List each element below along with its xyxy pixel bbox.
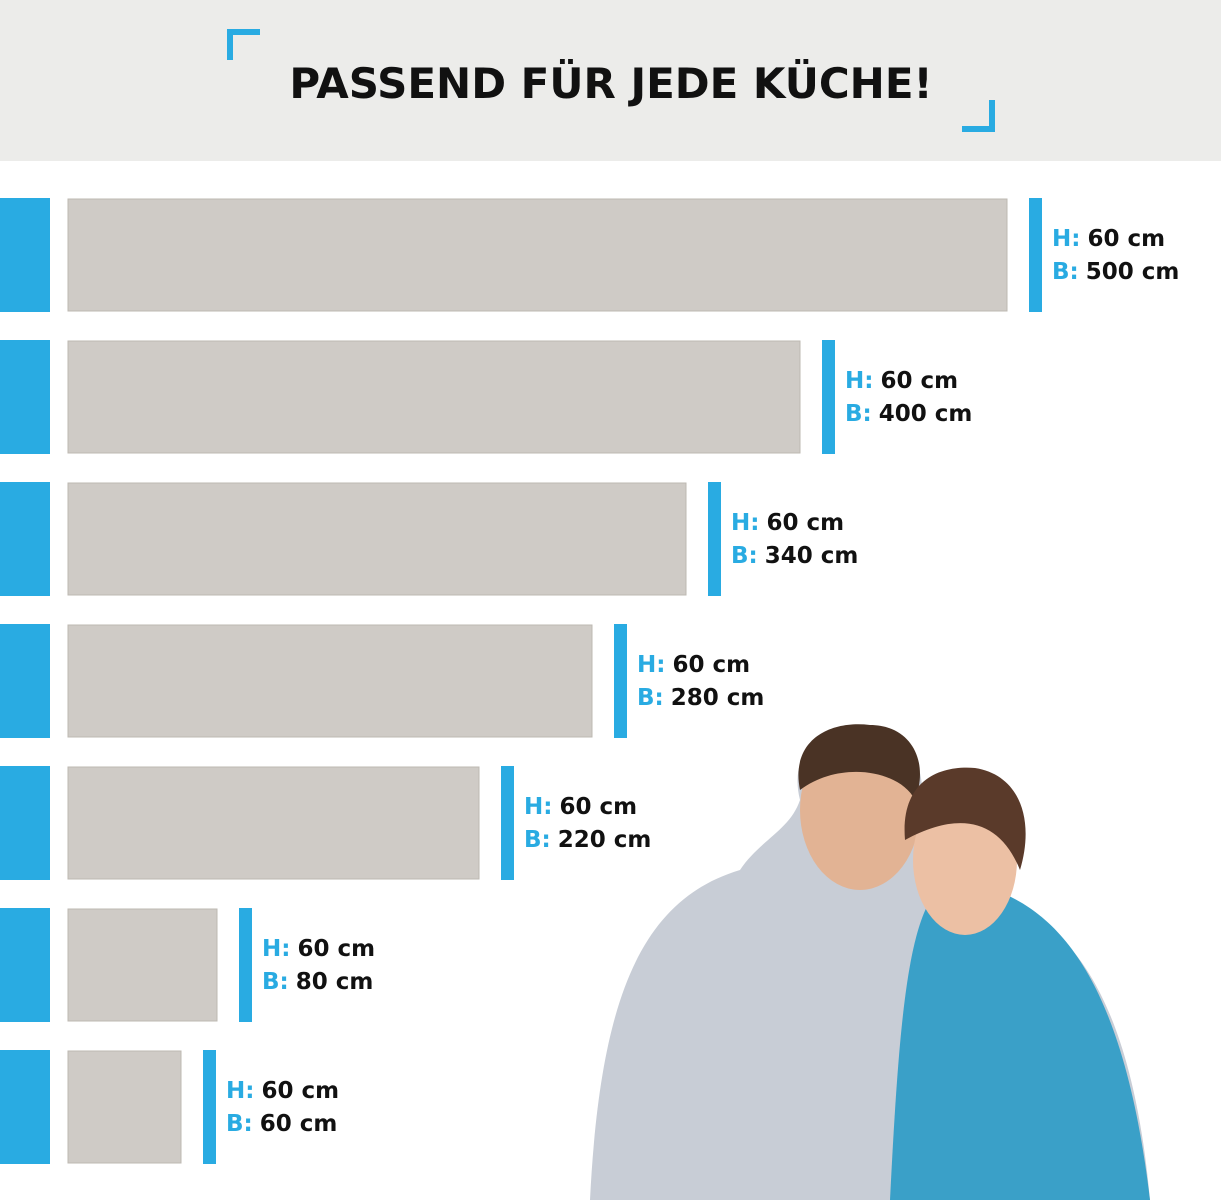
- panel-preview: [67, 624, 593, 738]
- side-marker: [0, 624, 50, 738]
- height-label: H:: [1052, 226, 1080, 252]
- width-label: B:: [731, 543, 758, 569]
- size-marker: [708, 482, 721, 596]
- height-label: H:: [524, 794, 552, 820]
- height-label: H:: [845, 368, 873, 394]
- side-marker: [0, 908, 50, 1022]
- corner-bracket: [962, 100, 995, 132]
- size-marker: [239, 908, 252, 1022]
- width-label: B:: [1052, 259, 1079, 285]
- width-line: B: 500 cm: [1052, 259, 1179, 285]
- panel-preview: [67, 340, 801, 454]
- height-label: H:: [731, 510, 759, 536]
- width-value: 60 cm: [260, 1111, 338, 1137]
- height-line: H: 60 cm: [637, 652, 750, 678]
- title: PASSEND FÜR JEDE KÜCHE!: [289, 58, 932, 108]
- height-label: H:: [637, 652, 665, 678]
- height-line: H: 60 cm: [262, 936, 375, 962]
- width-value: 220 cm: [558, 827, 652, 853]
- height-line: H: 60 cm: [731, 510, 844, 536]
- panel-preview: [67, 908, 218, 1022]
- width-value: 500 cm: [1086, 259, 1180, 285]
- size-marker: [614, 624, 627, 738]
- corner-bracket: [227, 29, 260, 60]
- panel-preview: [67, 766, 480, 880]
- height-label: H:: [262, 936, 290, 962]
- side-marker: [0, 1050, 50, 1164]
- height-line: H: 60 cm: [524, 794, 637, 820]
- height-value: 60 cm: [297, 936, 375, 962]
- couple-photo: [590, 724, 1150, 1200]
- width-line: B: 220 cm: [524, 827, 651, 853]
- width-label: B:: [226, 1111, 253, 1137]
- width-label: B:: [845, 401, 872, 427]
- height-value: 60 cm: [559, 794, 637, 820]
- panel-preview: [67, 482, 687, 596]
- width-value: 400 cm: [879, 401, 973, 427]
- side-marker: [0, 198, 50, 312]
- height-value: 60 cm: [261, 1078, 339, 1104]
- width-label: B:: [637, 685, 664, 711]
- width-value: 280 cm: [671, 685, 765, 711]
- height-label: H:: [226, 1078, 254, 1104]
- height-line: H: 60 cm: [845, 368, 958, 394]
- panel-preview: [67, 198, 1008, 312]
- height-line: H: 60 cm: [1052, 226, 1165, 252]
- width-line: B: 280 cm: [637, 685, 764, 711]
- size-marker: [203, 1050, 216, 1164]
- width-line: B: 80 cm: [262, 969, 373, 995]
- side-marker: [0, 340, 50, 454]
- size-marker: [501, 766, 514, 880]
- width-line: B: 400 cm: [845, 401, 972, 427]
- size-marker: [822, 340, 835, 454]
- width-label: B:: [524, 827, 551, 853]
- panel-preview: [67, 1050, 182, 1164]
- height-line: H: 60 cm: [226, 1078, 339, 1104]
- height-value: 60 cm: [672, 652, 750, 678]
- height-value: 60 cm: [1087, 226, 1165, 252]
- width-line: B: 60 cm: [226, 1111, 337, 1137]
- height-value: 60 cm: [880, 368, 958, 394]
- height-value: 60 cm: [766, 510, 844, 536]
- side-marker: [0, 482, 50, 596]
- side-marker: [0, 766, 50, 880]
- header-band: [0, 0, 1221, 161]
- width-value: 80 cm: [296, 969, 374, 995]
- width-line: B: 340 cm: [731, 543, 858, 569]
- size-marker: [1029, 198, 1042, 312]
- width-value: 340 cm: [765, 543, 859, 569]
- width-label: B:: [262, 969, 289, 995]
